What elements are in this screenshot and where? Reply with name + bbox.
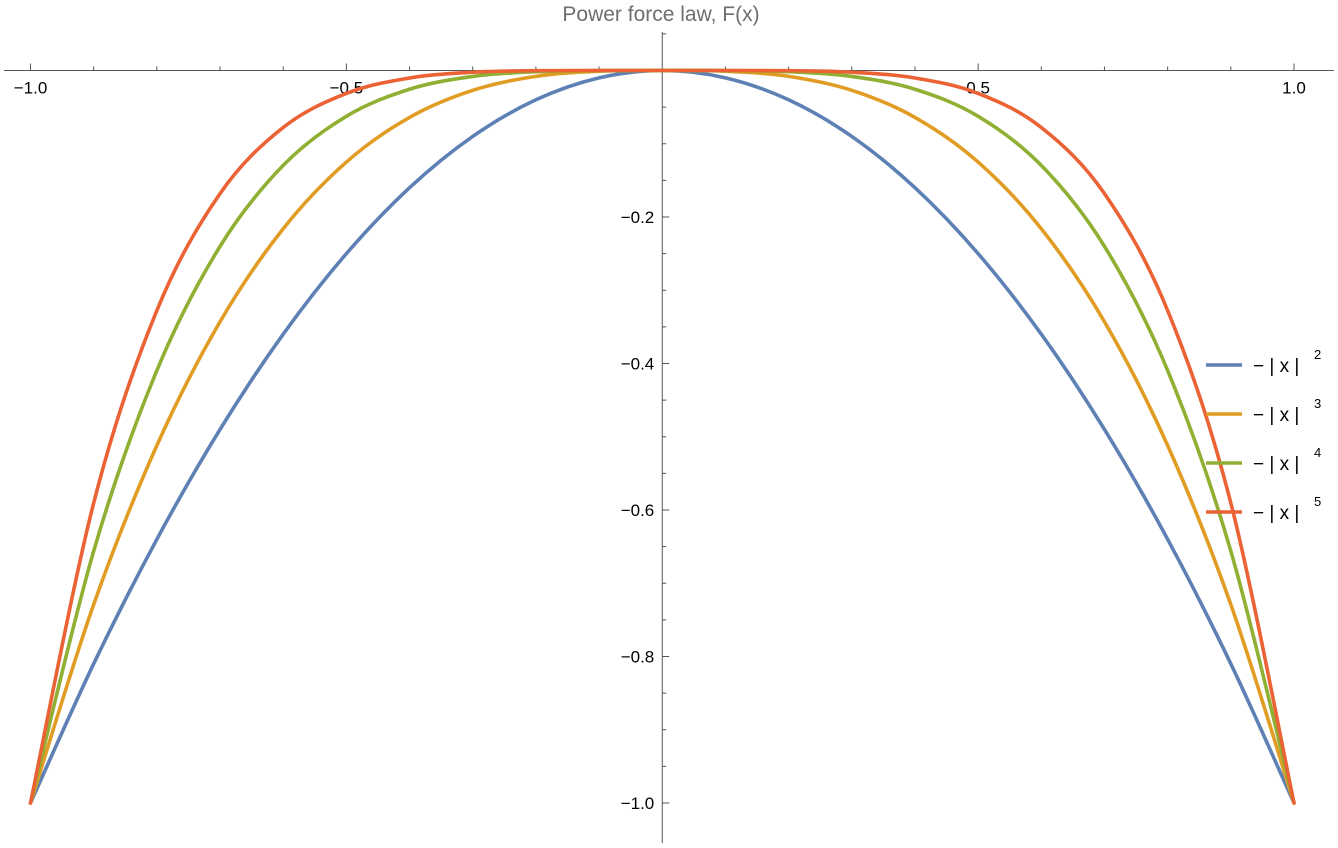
x-tick-label: 1.0 — [1282, 79, 1306, 98]
y-tick-label: −0.6 — [621, 501, 655, 520]
legend-exponent: 5 — [1314, 494, 1321, 509]
x-tick-label: −0.5 — [330, 79, 364, 98]
series-line-5 — [28, 68, 1296, 805]
chart-title: Power force law, F(x) — [562, 3, 759, 26]
legend-label: − | x | — [1253, 503, 1299, 524]
y-tick-label: −0.2 — [621, 208, 655, 227]
axes: −1.0 −0.5 0.5 1.0−0.2−0.4−0.6−0.8−1.0 — [4, 32, 1334, 843]
legend-exponent: 4 — [1314, 445, 1321, 460]
y-tick-label: −1.0 — [621, 794, 655, 813]
series-layer — [28, 68, 1296, 805]
legend-label: − | x | — [1253, 405, 1299, 426]
legend-exponent: 3 — [1314, 396, 1321, 411]
legend-exponent: 2 — [1314, 347, 1321, 362]
legend-label: − | x | — [1253, 356, 1299, 377]
x-tick-label: −1.0 — [14, 79, 48, 98]
legend-label: − | x | — [1253, 454, 1299, 475]
y-tick-label: −0.4 — [621, 355, 655, 374]
y-tick-label: −0.8 — [621, 648, 655, 667]
legend: − | x | 2 − | x | 3 − | x | 4 − | x | 5 — [1206, 347, 1321, 524]
